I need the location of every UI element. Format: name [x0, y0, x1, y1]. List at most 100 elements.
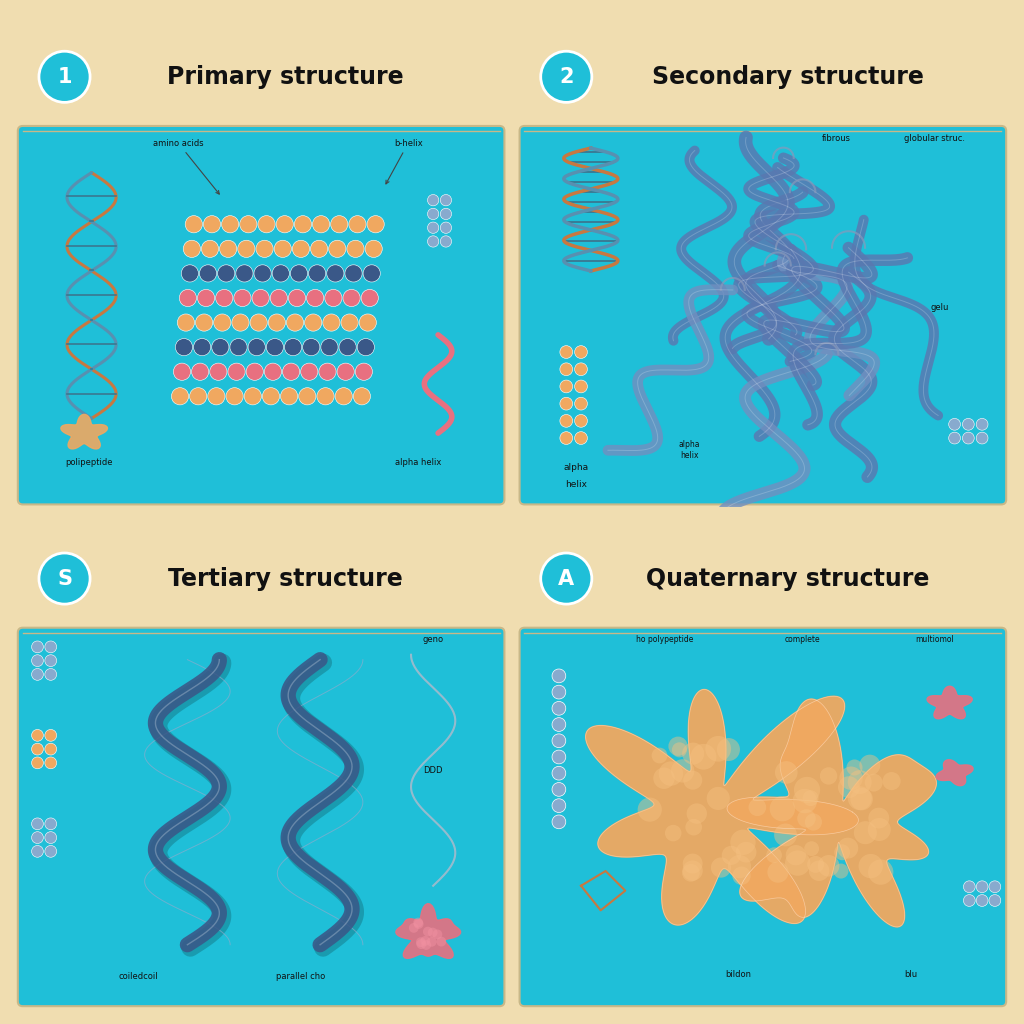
- Circle shape: [682, 864, 699, 882]
- Text: fibrous: fibrous: [822, 134, 851, 142]
- Circle shape: [45, 743, 56, 755]
- Text: DDD: DDD: [423, 766, 443, 775]
- Circle shape: [805, 813, 822, 830]
- Circle shape: [552, 766, 566, 780]
- Circle shape: [427, 937, 436, 947]
- Circle shape: [214, 314, 230, 331]
- Circle shape: [552, 669, 566, 683]
- Circle shape: [690, 743, 717, 770]
- Circle shape: [785, 845, 806, 865]
- Circle shape: [730, 829, 756, 855]
- Circle shape: [45, 831, 56, 844]
- Circle shape: [560, 380, 572, 393]
- Circle shape: [552, 815, 566, 828]
- Circle shape: [359, 314, 377, 331]
- Circle shape: [204, 216, 220, 232]
- Circle shape: [258, 216, 275, 232]
- Text: amino acids: amino acids: [153, 138, 219, 195]
- Circle shape: [770, 796, 795, 821]
- Circle shape: [254, 265, 271, 282]
- Circle shape: [717, 738, 740, 761]
- Polygon shape: [727, 699, 936, 927]
- Circle shape: [191, 364, 209, 380]
- Circle shape: [427, 236, 439, 247]
- Circle shape: [299, 388, 316, 404]
- Circle shape: [177, 314, 195, 331]
- Text: A: A: [558, 568, 574, 589]
- Circle shape: [301, 364, 317, 380]
- Circle shape: [706, 736, 731, 762]
- Circle shape: [560, 432, 572, 444]
- Circle shape: [246, 364, 263, 380]
- Circle shape: [200, 265, 217, 282]
- Circle shape: [256, 241, 273, 257]
- Text: complete: complete: [784, 636, 820, 644]
- FancyBboxPatch shape: [8, 510, 514, 1016]
- Circle shape: [292, 241, 309, 257]
- Circle shape: [798, 809, 816, 827]
- Circle shape: [859, 755, 881, 775]
- Circle shape: [323, 314, 340, 331]
- Circle shape: [785, 851, 810, 876]
- Circle shape: [685, 819, 702, 836]
- Text: alpha helix: alpha helix: [395, 458, 441, 467]
- Circle shape: [32, 831, 43, 844]
- Circle shape: [198, 290, 215, 306]
- Circle shape: [440, 222, 452, 233]
- Circle shape: [335, 388, 352, 404]
- Circle shape: [409, 923, 419, 933]
- Circle shape: [560, 397, 572, 410]
- Circle shape: [948, 419, 961, 430]
- Polygon shape: [936, 760, 973, 785]
- Circle shape: [440, 208, 452, 219]
- Circle shape: [414, 918, 423, 928]
- FancyBboxPatch shape: [8, 8, 514, 514]
- Circle shape: [347, 241, 365, 257]
- Circle shape: [687, 804, 707, 823]
- Circle shape: [854, 821, 877, 844]
- Circle shape: [818, 855, 840, 877]
- Circle shape: [574, 346, 588, 358]
- Polygon shape: [927, 686, 972, 719]
- Circle shape: [32, 729, 43, 741]
- Circle shape: [32, 743, 43, 755]
- Circle shape: [963, 419, 974, 430]
- Circle shape: [427, 208, 439, 219]
- Circle shape: [236, 265, 253, 282]
- Circle shape: [32, 654, 43, 667]
- Circle shape: [310, 241, 328, 257]
- Text: coiledcoil: coiledcoil: [119, 972, 158, 981]
- Circle shape: [820, 767, 838, 784]
- Circle shape: [325, 290, 342, 306]
- Circle shape: [732, 866, 751, 885]
- Circle shape: [858, 854, 883, 879]
- Circle shape: [976, 432, 988, 444]
- Circle shape: [868, 859, 893, 885]
- Circle shape: [32, 757, 43, 769]
- Circle shape: [867, 818, 891, 841]
- Circle shape: [262, 388, 280, 404]
- Circle shape: [364, 265, 380, 282]
- Circle shape: [331, 216, 348, 232]
- Circle shape: [552, 799, 566, 812]
- Circle shape: [327, 265, 344, 282]
- Circle shape: [357, 339, 375, 355]
- Circle shape: [45, 654, 56, 667]
- Circle shape: [45, 757, 56, 769]
- Circle shape: [638, 798, 662, 821]
- FancyBboxPatch shape: [519, 628, 1007, 1007]
- Circle shape: [231, 314, 249, 331]
- Circle shape: [834, 863, 849, 879]
- Circle shape: [268, 314, 286, 331]
- Circle shape: [948, 432, 961, 444]
- Circle shape: [432, 930, 442, 939]
- Circle shape: [339, 339, 356, 355]
- Circle shape: [367, 216, 384, 232]
- Circle shape: [560, 362, 572, 376]
- Text: blu: blu: [904, 970, 916, 979]
- Circle shape: [560, 415, 572, 427]
- Circle shape: [185, 216, 203, 232]
- Circle shape: [171, 388, 188, 404]
- Circle shape: [976, 895, 988, 906]
- Circle shape: [669, 736, 688, 756]
